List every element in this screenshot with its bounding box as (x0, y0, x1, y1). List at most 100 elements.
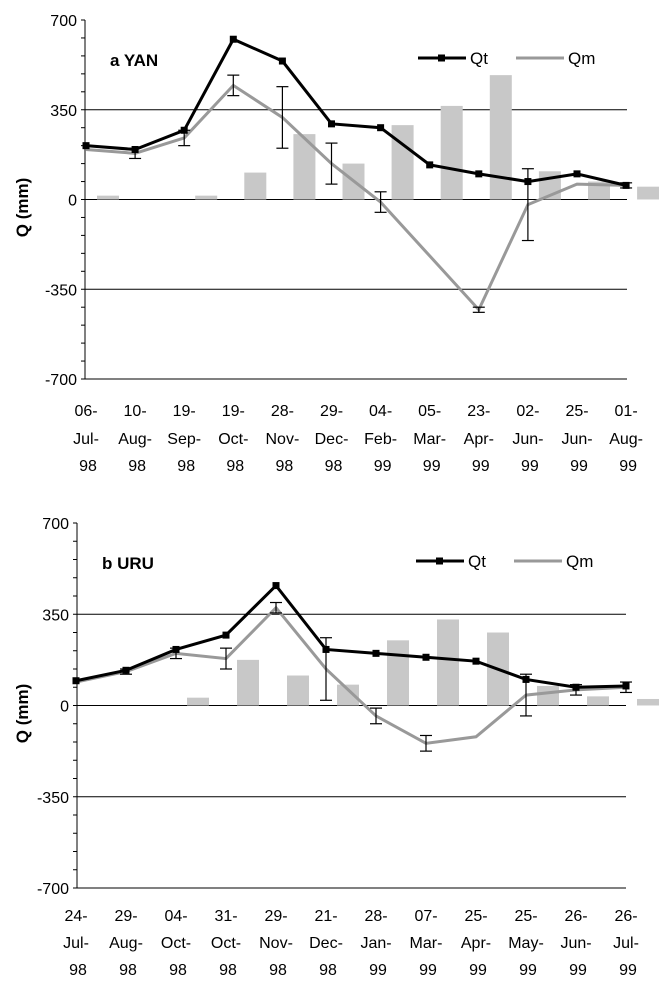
chart-panel-b: 700 350 0 -350 -700 Q (mm) 24- Jul- 98 29- Aug- 98 0… (13, 516, 659, 979)
x-tick-label: 02- (516, 403, 539, 420)
series-point-qt (328, 120, 335, 128)
x-tick-label: Oct- (218, 431, 248, 448)
y-tick-label: -700 (45, 372, 77, 389)
series-point-qt (475, 170, 483, 178)
x-tick-label: 99 (369, 962, 387, 979)
x-tick-label: May- (508, 935, 544, 952)
bar (391, 125, 414, 200)
x-tick-label: 99 (521, 458, 539, 475)
series-point-qt (472, 657, 480, 665)
series-line-qt (85, 37, 627, 187)
x-tick-label: 19- (173, 403, 196, 420)
panel-title: a YAN (110, 51, 158, 70)
x-tick-label: 07- (414, 908, 437, 925)
x-tick-label: Oct- (211, 935, 241, 952)
x-tick-label: Oct- (161, 935, 191, 952)
x-tick-label: Aug- (118, 431, 152, 448)
x-tick-label: Apr- (461, 935, 491, 952)
series-point-qt (172, 645, 180, 653)
x-tick-label: Mar- (413, 431, 446, 448)
x-tick-label: Jul- (613, 935, 639, 952)
series-point-qt (372, 649, 380, 657)
x-tick-label: Feb- (364, 431, 397, 448)
y-tick-label: 0 (68, 193, 77, 210)
series-point-qt (377, 124, 385, 132)
y-tick-label: 700 (50, 13, 77, 30)
x-tick-label: 23- (467, 403, 490, 420)
y-tick-label: 700 (42, 516, 69, 533)
x-tick-label: 10- (124, 403, 147, 420)
series-point-qt (72, 677, 80, 685)
series-point-qt (622, 181, 630, 189)
x-tick-label: 24- (64, 908, 87, 925)
x-tick-label: 31- (214, 908, 237, 925)
x-tick-label: Nov- (259, 935, 293, 952)
x-tick-label: 25- (514, 908, 537, 925)
bar (440, 105, 463, 200)
series-line-qm (85, 83, 627, 313)
x-tick-label: 98 (276, 458, 294, 475)
x-tick-label: 05- (418, 403, 441, 420)
bar (587, 696, 609, 706)
x-tick-label: 26- (614, 908, 637, 925)
x-tick-label: 06- (74, 403, 97, 420)
series-point-qt (322, 645, 330, 653)
series-point-qt (573, 170, 581, 178)
bar (195, 195, 218, 200)
chart-panel-a: 700 350 0 -350 -700 Q (mm) 06- Jul- 98 10- Aug- 98 1… (13, 13, 659, 475)
series-point-qt (131, 145, 139, 153)
legend-qm-label: Qm (568, 49, 595, 68)
x-tick-label: Jan- (360, 935, 391, 952)
y-tick-label: 350 (50, 103, 77, 120)
series-point-qt (122, 666, 130, 674)
series-line-qt (75, 583, 627, 689)
x-tick-label: 98 (219, 962, 237, 979)
series-point-qt (222, 631, 230, 639)
bar (187, 697, 209, 706)
x-tick-label: 29- (320, 403, 343, 420)
x-tick-label: 99 (569, 962, 587, 979)
x-tick-label: 99 (374, 458, 392, 475)
x-tick-label: Dec- (315, 431, 349, 448)
x-tick-label: 19- (222, 403, 245, 420)
series-point-qt (426, 161, 434, 169)
x-tick-label: 98 (169, 962, 187, 979)
bar (489, 75, 512, 200)
legend-qm-label: Qm (566, 552, 593, 571)
x-tick-label: 99 (519, 962, 537, 979)
bar (244, 172, 267, 200)
bar (337, 684, 359, 706)
panel-title: b URU (102, 554, 154, 573)
bar (293, 134, 316, 200)
x-tick-label: 99 (419, 962, 437, 979)
series-line-qm (75, 605, 627, 745)
y-tick-label: 350 (42, 607, 69, 624)
bar (237, 659, 259, 706)
x-tick-label: 21- (314, 908, 337, 925)
y-tick-label: -350 (45, 282, 77, 299)
x-tick-label: Sep- (167, 431, 201, 448)
x-tick-label: 29- (264, 908, 287, 925)
bar (287, 675, 309, 706)
x-tick-label: 99 (619, 962, 637, 979)
series-point-qt (278, 57, 286, 65)
x-tick-label: 99 (469, 962, 487, 979)
x-tick-label: 99 (423, 458, 441, 475)
x-tick-label: 04- (164, 908, 187, 925)
x-tick-label: 26- (564, 908, 587, 925)
x-tick-label: 04- (369, 403, 392, 420)
series-point-qt (422, 653, 430, 661)
x-tick-label: 98 (79, 458, 97, 475)
x-tick-label: Dec- (309, 935, 343, 952)
x-tick-label: 25- (565, 403, 588, 420)
bar (97, 195, 119, 200)
series-point-qt (180, 126, 188, 134)
x-tick-label: Apr- (464, 431, 494, 448)
bar (437, 619, 459, 706)
x-tick-label: 98 (128, 458, 146, 475)
x-tick-label: 98 (319, 962, 337, 979)
x-tick-label: 28- (364, 908, 387, 925)
x-tick-label: Jul- (63, 935, 89, 952)
x-tick-label: 98 (69, 962, 87, 979)
